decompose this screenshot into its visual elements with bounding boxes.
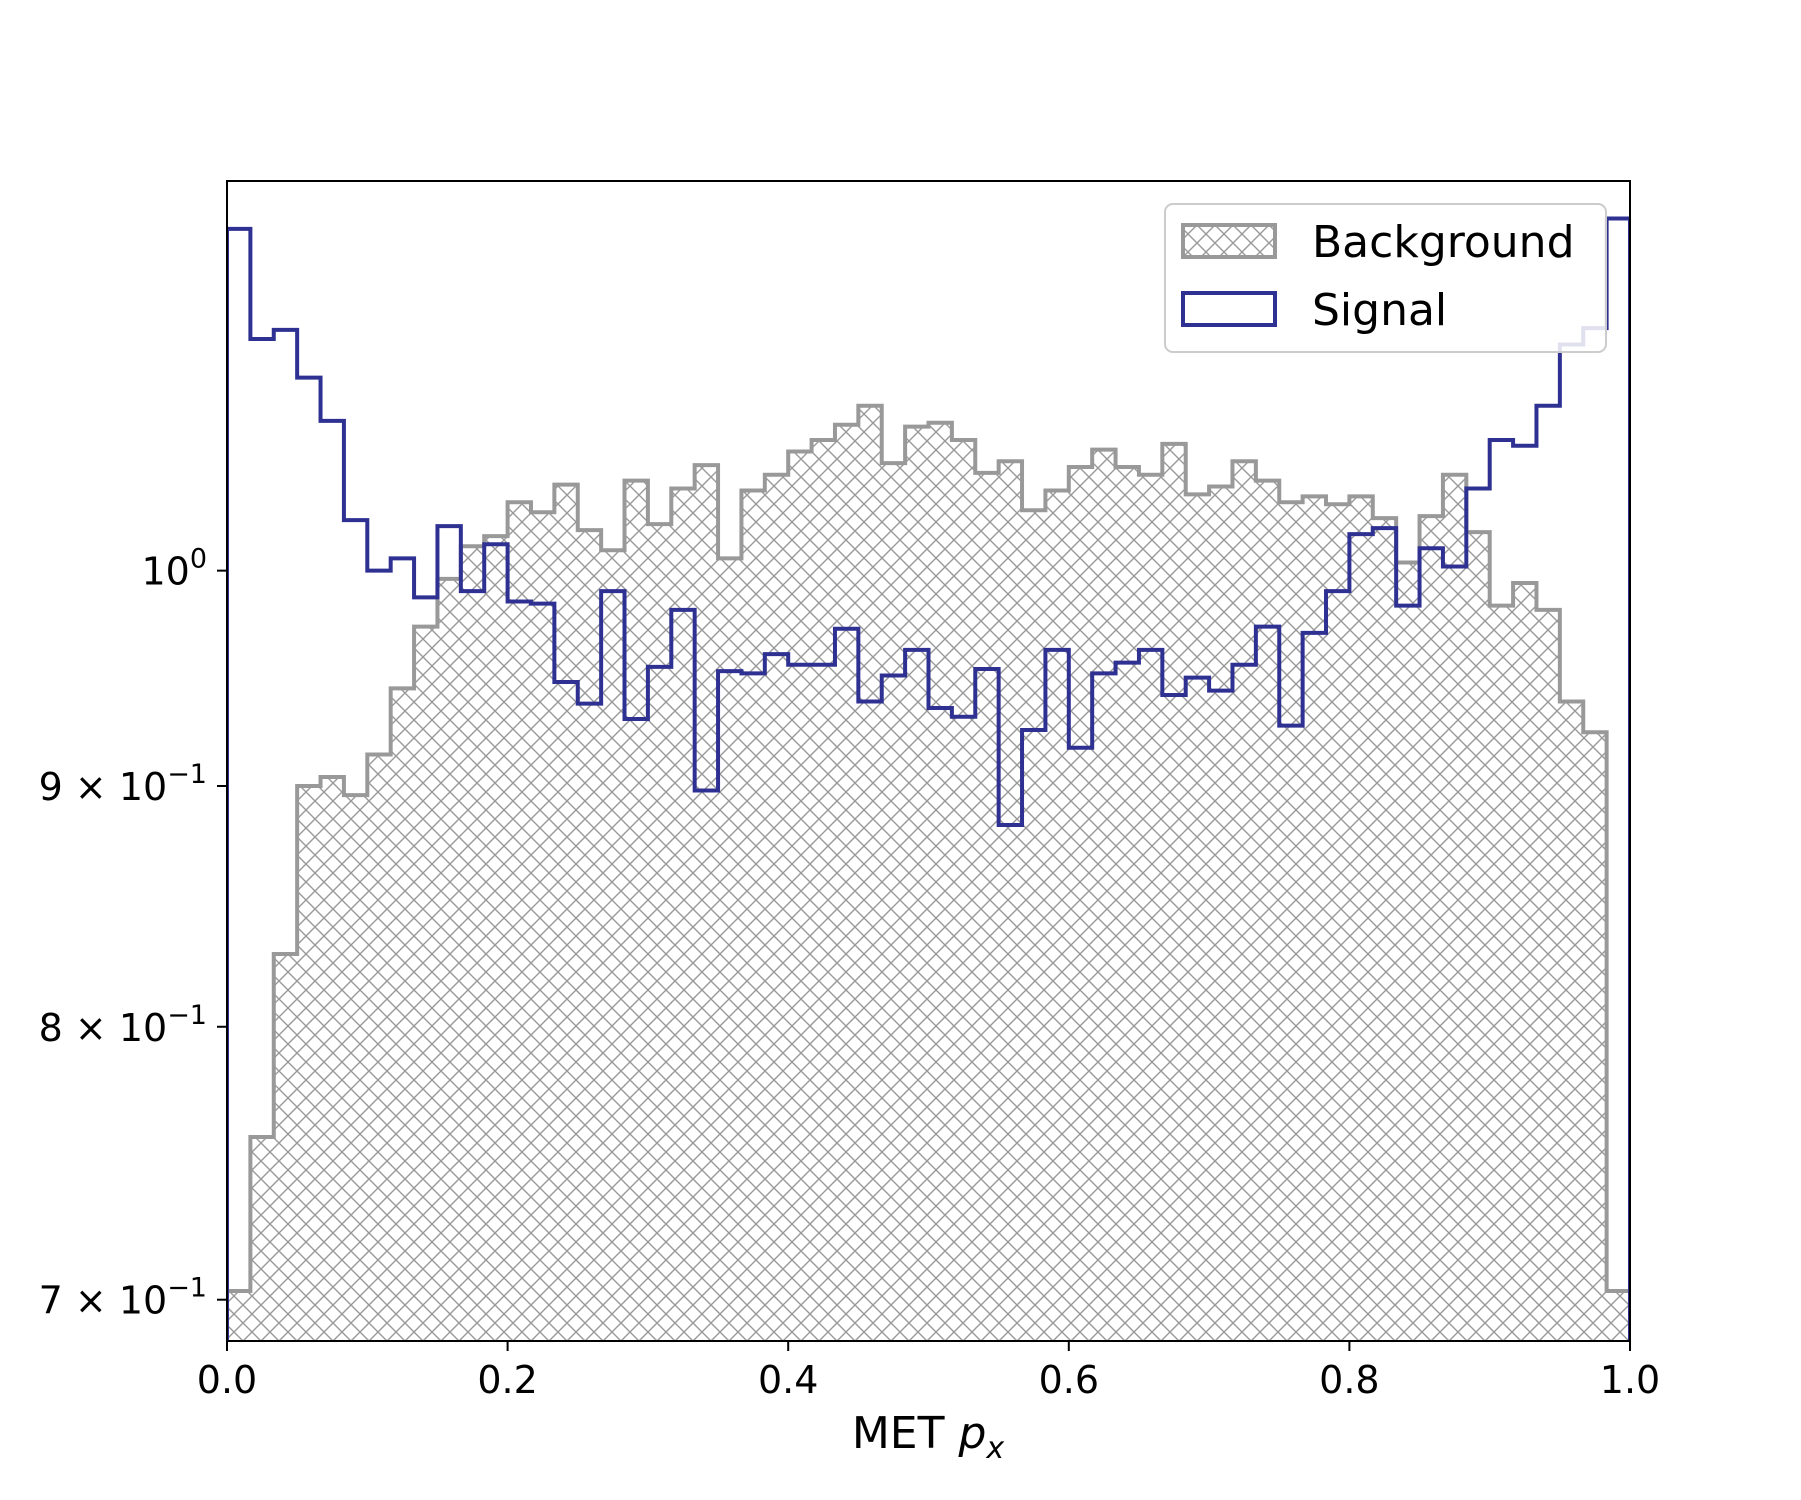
background-bar bbox=[554, 484, 579, 1341]
y-tick-label: 7 × 10−1 bbox=[39, 1273, 207, 1323]
signal-step-line bbox=[227, 216, 1630, 1341]
background-bar bbox=[834, 424, 859, 1341]
background-bar bbox=[998, 461, 1023, 1341]
legend-swatch-signal bbox=[1181, 291, 1277, 327]
legend-swatch-background bbox=[1181, 223, 1277, 259]
background-bar bbox=[1045, 490, 1070, 1341]
plot-frame bbox=[226, 180, 1631, 1342]
legend: Background Signal bbox=[1164, 203, 1607, 353]
background-bar bbox=[694, 465, 719, 1341]
background-bar bbox=[764, 474, 789, 1341]
background-bar bbox=[1115, 467, 1140, 1341]
background-bar bbox=[1279, 502, 1304, 1341]
background-bar bbox=[1162, 443, 1187, 1341]
background-bar bbox=[227, 1290, 251, 1341]
plot-area bbox=[226, 180, 1631, 1342]
background-bar bbox=[414, 626, 439, 1341]
background-bar bbox=[507, 502, 532, 1341]
background-bar bbox=[1209, 486, 1234, 1341]
legend-label-signal: Signal bbox=[1312, 285, 1447, 336]
x-axis-label-sub: x bbox=[985, 1431, 1004, 1466]
y-tick-label: 9 × 10−1 bbox=[39, 759, 207, 809]
background-series bbox=[227, 403, 1630, 1341]
background-bar bbox=[460, 546, 485, 1341]
x-tick-label: 0.8 bbox=[1319, 1358, 1379, 1402]
y-tick-label: 8 × 10−1 bbox=[39, 1000, 207, 1050]
background-bar bbox=[1583, 732, 1608, 1341]
background-bar bbox=[577, 530, 602, 1341]
background-bar bbox=[390, 688, 415, 1341]
background-bar bbox=[671, 488, 696, 1341]
background-bar bbox=[273, 953, 298, 1341]
background-bar bbox=[1559, 701, 1584, 1341]
background-bar bbox=[975, 472, 1000, 1341]
legend-label-background: Background bbox=[1312, 217, 1575, 268]
x-tick-label: 0.6 bbox=[1039, 1358, 1099, 1402]
background-bar bbox=[1606, 1290, 1630, 1341]
background-bar bbox=[624, 480, 649, 1341]
y-tick-label: 100 bbox=[141, 544, 207, 594]
x-axis: 0.0 0.2 0.4 0.6 0.8 1.0 bbox=[197, 1341, 1660, 1402]
x-tick-label: 0.4 bbox=[758, 1358, 818, 1402]
background-bar bbox=[788, 451, 813, 1341]
background-bar bbox=[951, 439, 976, 1341]
background-bar bbox=[741, 490, 766, 1341]
background-bar bbox=[320, 776, 345, 1341]
background-bar bbox=[250, 1136, 275, 1341]
background-bar bbox=[905, 426, 930, 1341]
x-tick-label: 0.0 bbox=[197, 1358, 257, 1402]
y-axis: 100 9 × 10−1 8 × 10−1 7 × 10−1 bbox=[39, 544, 227, 1323]
background-bar bbox=[1138, 474, 1163, 1341]
background-bar bbox=[928, 422, 953, 1341]
background-bar bbox=[1372, 518, 1397, 1341]
background-bar bbox=[1255, 480, 1280, 1341]
background-bar bbox=[343, 795, 368, 1341]
background-bar bbox=[297, 786, 322, 1341]
background-bar bbox=[1513, 582, 1538, 1341]
background-bar bbox=[647, 524, 672, 1341]
background-bar bbox=[530, 512, 555, 1341]
background-bar bbox=[1349, 496, 1374, 1341]
background-bar bbox=[1068, 467, 1093, 1341]
background-bar bbox=[1489, 605, 1514, 1341]
background-bar bbox=[1466, 532, 1491, 1341]
x-axis-label-text: MET bbox=[852, 1408, 959, 1459]
background-bar bbox=[1396, 562, 1421, 1341]
background-bar bbox=[1536, 609, 1561, 1341]
background-bar bbox=[718, 558, 743, 1341]
x-axis-label-math: p bbox=[957, 1408, 986, 1459]
background-bar bbox=[881, 463, 906, 1341]
signal-series bbox=[227, 216, 1630, 1341]
x-tick-label: 1.0 bbox=[1600, 1358, 1660, 1402]
background-bar bbox=[601, 550, 626, 1341]
x-axis-label: MET px bbox=[852, 1408, 1005, 1466]
background-bar bbox=[811, 439, 836, 1341]
background-bar bbox=[1185, 494, 1210, 1341]
background-bar bbox=[367, 754, 392, 1341]
background-bar bbox=[1092, 449, 1117, 1341]
background-bar bbox=[1442, 474, 1467, 1341]
background-bar bbox=[858, 405, 883, 1341]
background-bar bbox=[1022, 510, 1047, 1341]
background-bar bbox=[1326, 504, 1350, 1341]
background-bar bbox=[1302, 496, 1327, 1341]
background-bar bbox=[1232, 461, 1257, 1341]
background-bar bbox=[484, 536, 509, 1341]
background-bar bbox=[1419, 516, 1444, 1341]
background-bar bbox=[437, 578, 462, 1341]
x-tick-label: 0.2 bbox=[477, 1358, 537, 1402]
